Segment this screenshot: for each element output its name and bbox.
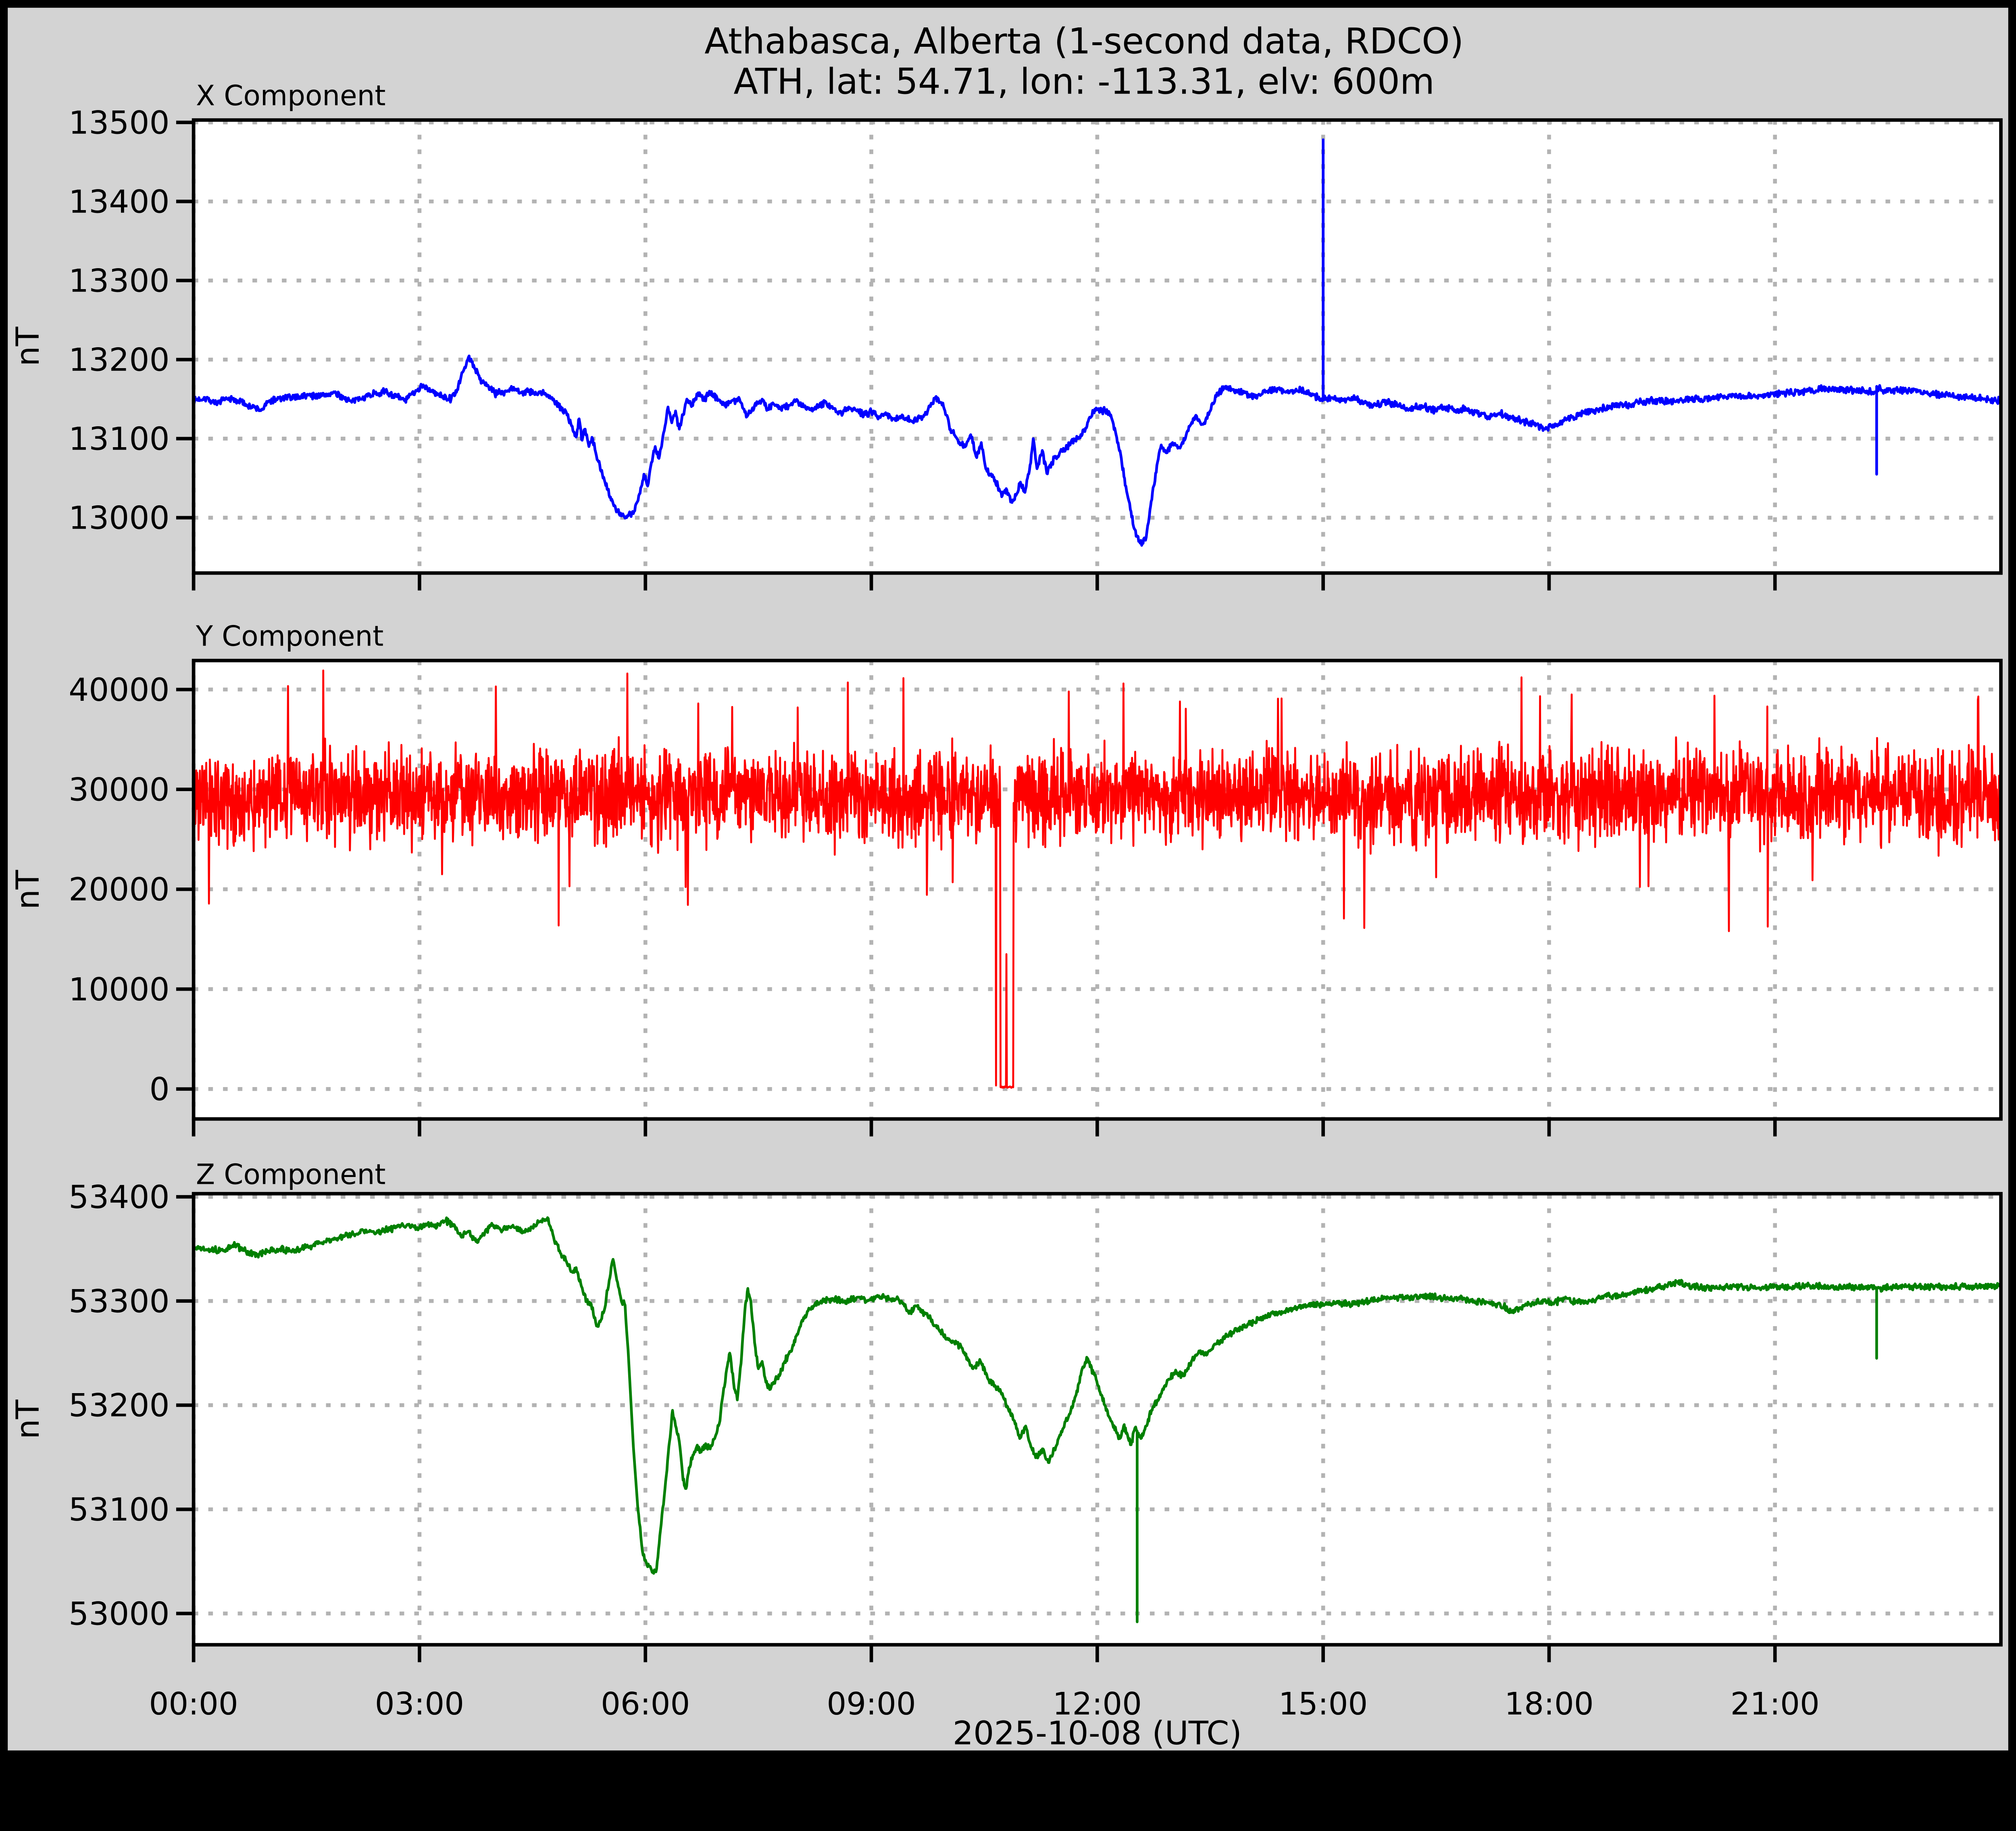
y-tick-label: 53000 — [69, 1595, 169, 1632]
magnetogram-figure: Athabasca, Alberta (1-second data, RDCO)… — [0, 0, 2016, 1758]
y-tick-label: 53400 — [69, 1179, 169, 1216]
x-tick-label: 21:00 — [1731, 1686, 1820, 1722]
x-tick-label: 03:00 — [375, 1686, 464, 1722]
panel-z-axis-unit: nT — [9, 1399, 46, 1439]
y-tick-label: 13400 — [69, 183, 169, 220]
panel-x-component: 13000 13100 13200 13300 13400 13500 — [69, 104, 2003, 591]
data-series-x-component — [192, 138, 2002, 547]
data-series-z-component — [192, 1216, 2002, 1623]
data-series-y-component — [192, 669, 2002, 1089]
x-tick-label: 15:00 — [1279, 1686, 1368, 1722]
y-tick-label: 13300 — [69, 262, 169, 300]
y-tick-label: 30000 — [69, 771, 169, 808]
x-tick-label: 09:00 — [827, 1686, 916, 1722]
magnetogram-chart: Athabasca, Alberta (1-second data, RDCO)… — [0, 0, 2016, 1758]
page: { "figure": { "title_line1": "Athabasca,… — [0, 0, 2016, 1758]
y-tick-label: 53200 — [69, 1387, 169, 1424]
y-tick-label: 20000 — [69, 871, 169, 908]
x-tick-label: 00:00 — [149, 1686, 238, 1722]
figure-title-line2: ATH, lat: 54.71, lon: -113.31, elv: 600m — [733, 60, 1435, 102]
panel-y-component: 0 10000 20000 30000 40000 — [69, 658, 2003, 1137]
panel-z-component: 53000 53100 53200 53300 53400 00:00 03:00 06:00… — [69, 1179, 2003, 1722]
y-tick-label: 13200 — [69, 342, 169, 379]
y-tick-label: 53100 — [69, 1491, 169, 1528]
y-tick-label: 53300 — [69, 1283, 169, 1320]
y-tick-label: 40000 — [69, 671, 169, 708]
x-tick-label: 12:00 — [1053, 1686, 1142, 1722]
figure-border — [0, 0, 2016, 1758]
y-tick-label: 0 — [149, 1071, 169, 1108]
panel-y-axis-unit: nT — [9, 870, 46, 910]
y-tick-label: 13100 — [69, 421, 169, 458]
panel-x-title: X Component — [196, 80, 386, 112]
panel-x-axis-unit: nT — [9, 327, 46, 367]
figure-title-line1: Athabasca, Alberta (1-second data, RDCO) — [704, 21, 1464, 62]
panel-y-title: Y Component — [196, 621, 384, 653]
x-tick-label: 06:00 — [601, 1686, 690, 1722]
y-tick-label: 13000 — [69, 500, 169, 537]
x-axis-label: 2025-10-08 (UTC) — [953, 1714, 1242, 1752]
y-tick-label: 10000 — [69, 971, 169, 1008]
y-tick-label: 13500 — [69, 104, 169, 141]
x-tick-label: 18:00 — [1504, 1686, 1593, 1722]
panel-z-title: Z Component — [196, 1158, 386, 1191]
